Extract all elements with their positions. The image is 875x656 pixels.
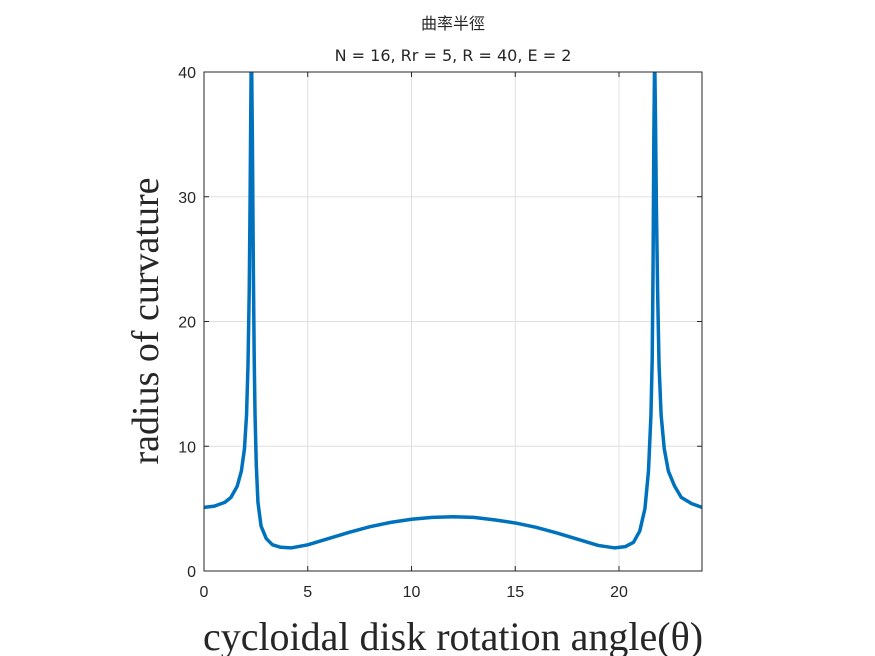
y-axis-label: radius of curvature	[125, 178, 167, 465]
series-layer	[204, 72, 702, 550]
x-tick-label: 0	[200, 584, 209, 601]
y-tick-label: 40	[178, 65, 196, 82]
y-axis: 0 10 20 30 40	[178, 65, 702, 581]
x-axis-label: cycloidal disk rotation angle(θ)	[203, 614, 703, 656]
x-tick-label: 20	[610, 584, 628, 601]
series-line	[204, 72, 702, 550]
y-tick-label: 10	[178, 439, 196, 456]
y-tick-label: 30	[178, 190, 196, 207]
chart-subtitle: N = 16, Rr = 5, R = 40, E = 2	[335, 46, 572, 65]
x-axis: 0 5 10 15 20	[200, 72, 628, 601]
x-tick-label: 5	[303, 584, 312, 601]
y-tick-label: 20	[178, 315, 196, 332]
y-tick-label: 0	[187, 564, 196, 581]
x-tick-label: 15	[506, 584, 524, 601]
chart-title: 曲率半徑	[421, 14, 485, 33]
x-tick-label: 10	[403, 584, 421, 601]
